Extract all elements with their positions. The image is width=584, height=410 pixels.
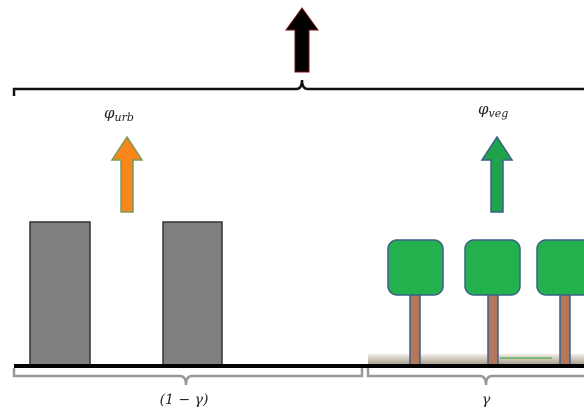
tree <box>388 240 443 366</box>
top-brace <box>14 80 584 96</box>
subscript: veg <box>489 107 509 120</box>
vegetation-flux-arrow <box>482 137 512 212</box>
building <box>163 222 222 366</box>
building <box>30 222 90 366</box>
tree <box>537 240 584 366</box>
vegetation-flux-label: φveg <box>478 100 508 120</box>
total-flux-arrow <box>286 8 318 72</box>
urban-brace <box>14 368 362 385</box>
urban-flux-label: φurb <box>104 104 134 124</box>
tree <box>465 240 520 366</box>
vegetation-brace <box>368 368 584 385</box>
diagram: φurb φveg (1 − γ) γ <box>0 0 584 410</box>
subscript: urb <box>115 111 134 124</box>
urban-fraction-label: (1 − γ) <box>160 392 209 408</box>
symbol: φ <box>478 100 489 118</box>
vegetation-fraction-label: γ <box>482 392 491 408</box>
symbol: φ <box>104 104 115 122</box>
urban-flux-arrow <box>112 137 142 212</box>
